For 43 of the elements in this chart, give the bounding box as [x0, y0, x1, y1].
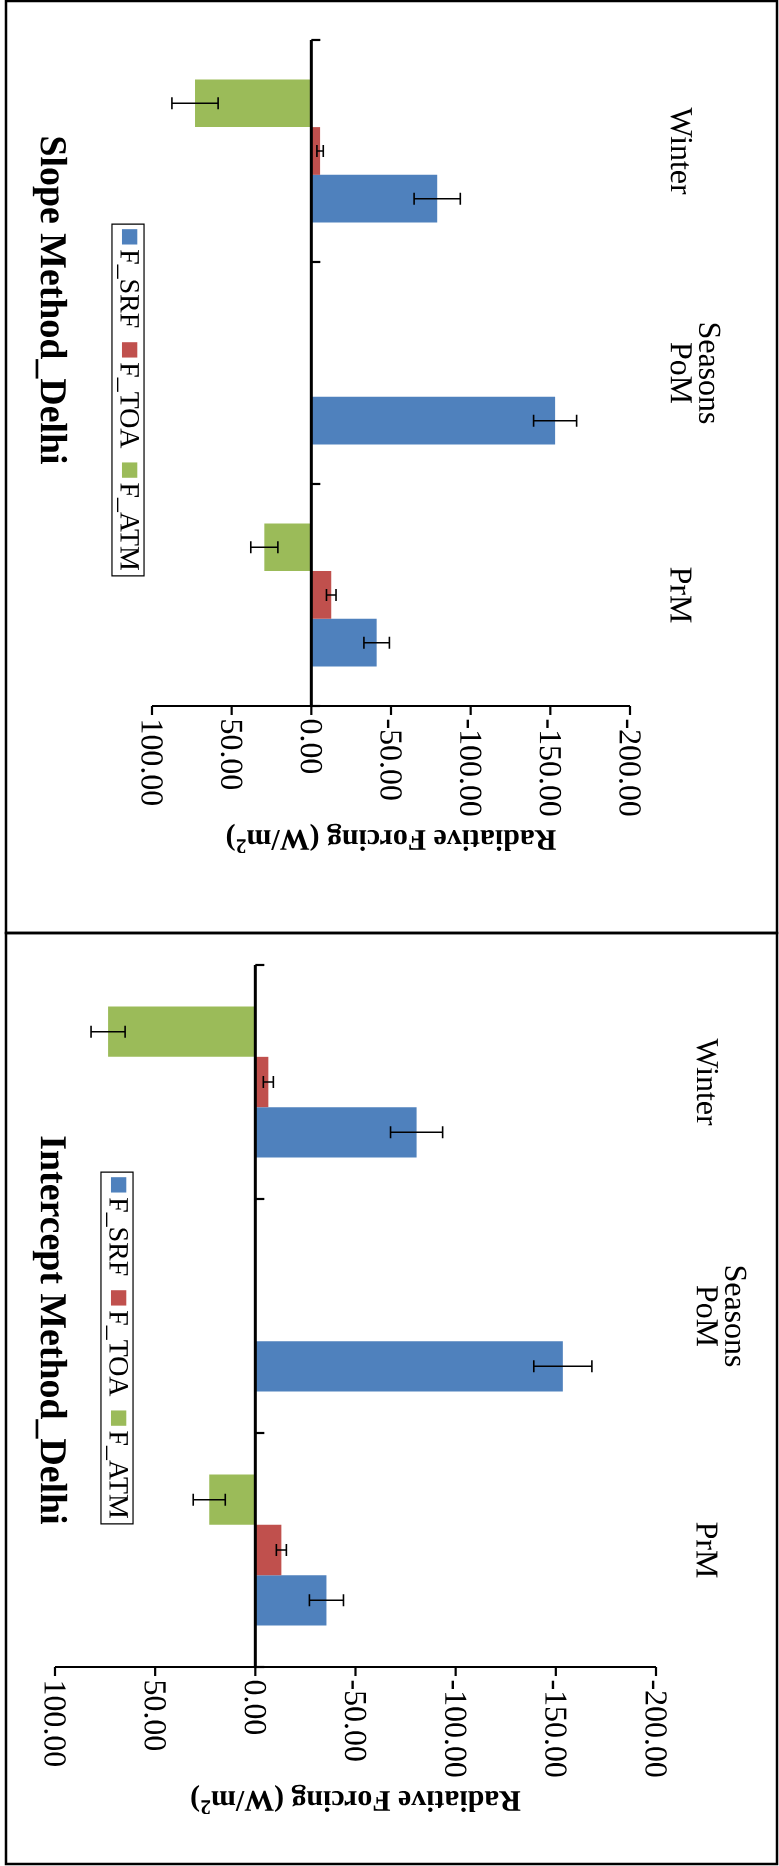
x-tick-label: -50.00 — [380, 719, 402, 800]
x-axis-title: Radiative Forcing (W/m$^{2}$) — [191, 1784, 521, 1815]
bar — [311, 174, 438, 223]
legend-label: F_TOA — [105, 1311, 129, 1397]
legend-label: F_ATM — [105, 1431, 128, 1518]
y-axis-title: Seasons — [698, 323, 721, 424]
x-tick-label: 50.00 — [220, 720, 243, 790]
x-tick-label: 100.00 — [141, 721, 163, 805]
bar — [209, 1474, 256, 1525]
bar — [108, 1006, 256, 1057]
legend-label: F_ATM — [116, 483, 139, 570]
y-tick-label: Winter — [670, 107, 693, 195]
bar — [255, 1107, 417, 1158]
y-tick-label: PrM — [696, 1522, 718, 1578]
bar — [255, 1341, 563, 1392]
x-tick-label: 50.00 — [144, 1681, 166, 1751]
legend-label: F_SRF — [105, 1197, 129, 1276]
bar — [311, 396, 556, 445]
y-tick-label: PoM — [696, 1285, 718, 1347]
y-tick-label: PrM — [670, 567, 692, 623]
x-tick-label: 100.00 — [44, 1682, 66, 1766]
text: Intercept Method_Delhi — [32, 1136, 68, 1525]
legend-label: F_TOA — [116, 363, 140, 449]
y-tick-label: PoM — [670, 342, 692, 404]
x-tick-label: 0.00 — [244, 1680, 267, 1735]
x-tick-label: -150.00 — [545, 1680, 567, 1777]
legend-label: F_SRF — [116, 249, 140, 328]
x-tick-label: -200.00 — [619, 719, 641, 816]
y-axis-title: Seasons — [724, 1266, 747, 1367]
bar — [255, 1524, 282, 1576]
bar — [311, 618, 377, 667]
text: Slope Method_Delhi — [32, 137, 68, 465]
x-tick-label: -150.00 — [539, 719, 562, 816]
x-tick-label: -100.00 — [459, 719, 482, 816]
bar — [264, 523, 312, 572]
x-axis-title: Radiative Forcing (W/m$^{2}$) — [226, 823, 556, 854]
x-tick-label: -100.00 — [444, 1680, 467, 1777]
x-tick-label: 0.00 — [300, 719, 323, 774]
bar — [255, 1575, 327, 1626]
x-tick-label: -200.00 — [645, 1680, 667, 1777]
y-tick-label: Winter — [696, 1038, 719, 1126]
x-tick-label: -50.00 — [344, 1680, 367, 1761]
bar — [195, 79, 312, 128]
